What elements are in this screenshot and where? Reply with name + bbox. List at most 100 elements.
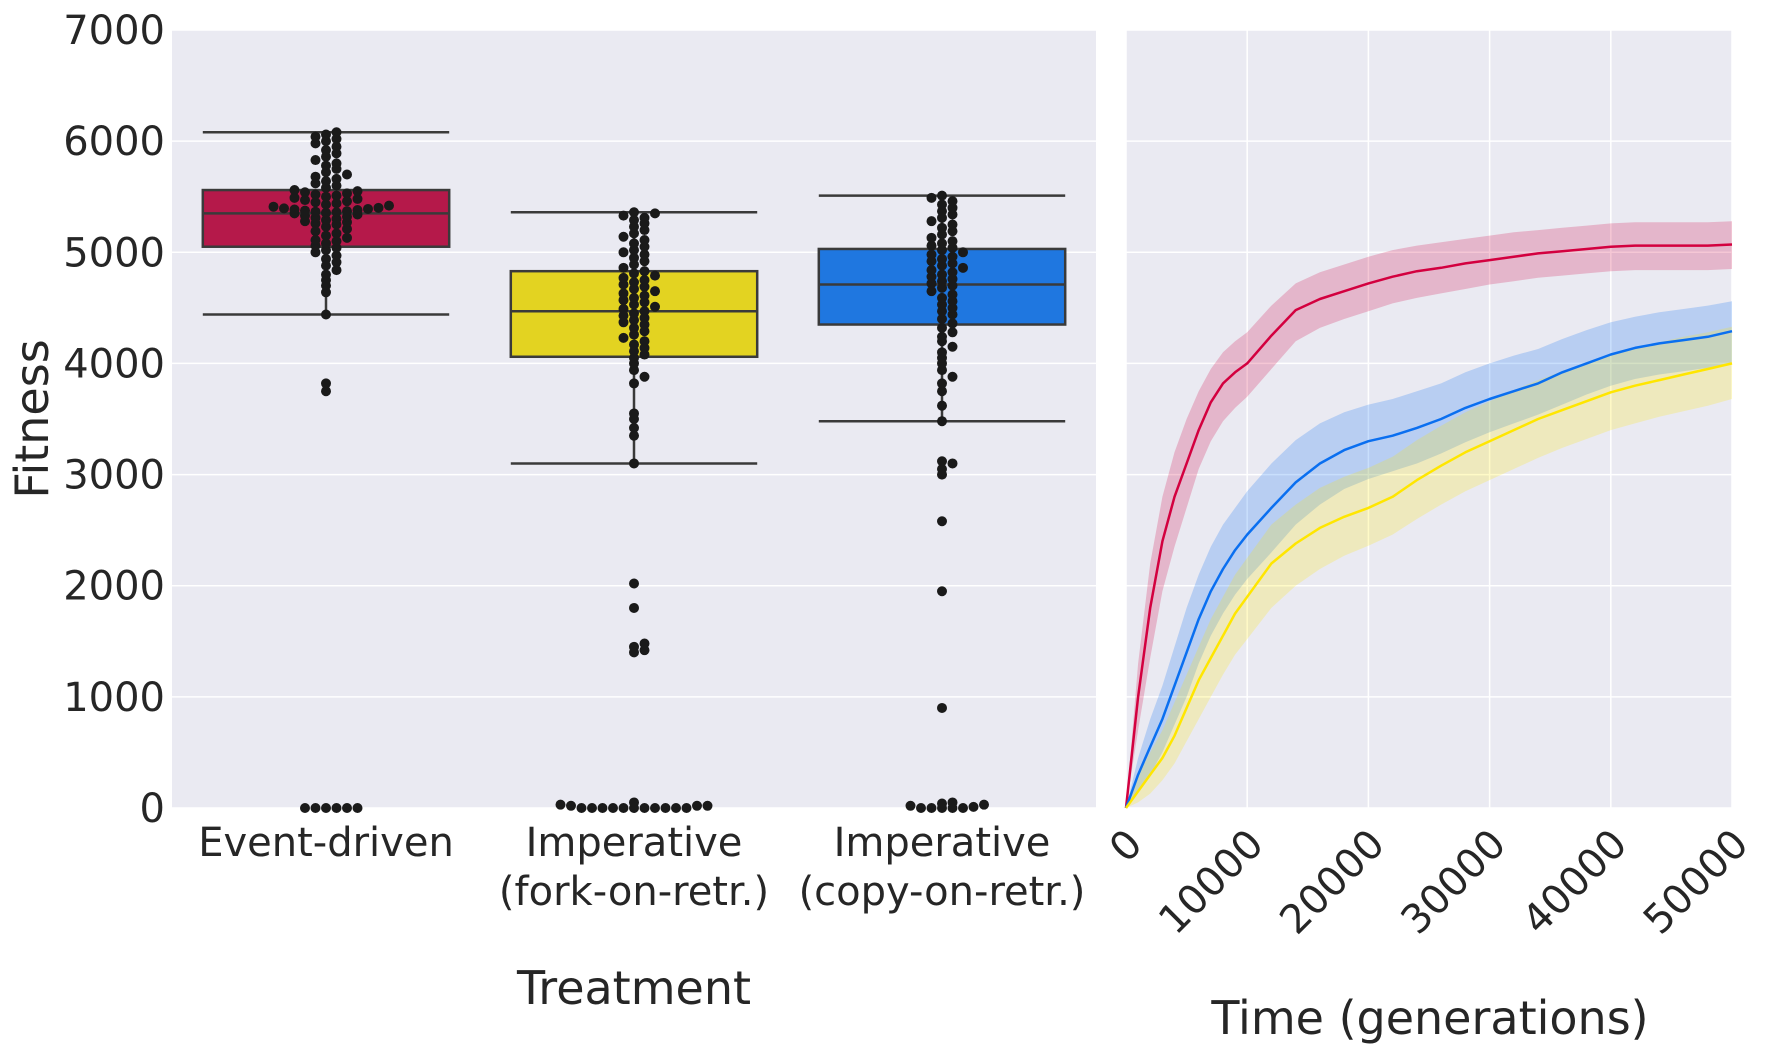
y-tick-label: 7000: [63, 8, 165, 54]
x-tick-label: 0: [1101, 821, 1152, 872]
series-line-1: [1124, 329, 1733, 809]
swarm-point: [937, 322, 947, 333]
x-tick-label: 50000: [1635, 821, 1758, 944]
swarm-point: [926, 192, 937, 203]
swarm-point: [310, 206, 321, 217]
swarm-point: [639, 235, 650, 246]
swarm-point: [681, 803, 692, 813]
swarm-point: [937, 702, 947, 713]
x-tick-label: 20000: [1271, 821, 1394, 944]
swarm-point: [310, 155, 321, 166]
swarm-point: [979, 799, 989, 810]
swarm-point: [916, 803, 926, 813]
swarm-point: [331, 158, 342, 169]
swarm-point: [947, 341, 958, 352]
swarm-point: [937, 190, 947, 201]
swarm-point: [660, 803, 671, 813]
swarm-point: [321, 253, 331, 264]
swarm-point: [937, 331, 947, 342]
swarm-point: [926, 240, 937, 251]
swarm-point: [937, 347, 947, 358]
swarm-point: [321, 191, 331, 202]
swarm-point: [618, 332, 629, 343]
swarm-point: [331, 127, 342, 138]
swarm-point: [321, 238, 331, 249]
swarm-point: [342, 803, 352, 813]
series-line-2: [1124, 362, 1733, 809]
swarm-point: [650, 286, 660, 297]
swarm-point: [629, 207, 639, 218]
swarm-point: [342, 196, 352, 207]
category-label-line1: Event-driven: [198, 820, 454, 866]
swarm-point: [639, 371, 650, 382]
swarm-point: [331, 198, 342, 209]
swarm-point: [342, 206, 352, 217]
swarm-point: [310, 226, 321, 237]
swarm-point: [958, 262, 968, 273]
swarm-point: [373, 202, 384, 213]
swarm-point: [629, 797, 639, 808]
swarm-point: [321, 309, 331, 320]
swarm-point: [310, 171, 321, 182]
swarm-point: [650, 803, 660, 813]
swarm-point: [331, 173, 342, 184]
y-tick-labels: 0 1000 2000 3000 4000 5000 6000 7000: [63, 8, 165, 832]
swarm-point: [321, 176, 331, 187]
y-tick-label: 5000: [63, 230, 165, 276]
swarm-point: [352, 186, 363, 197]
swarm-point: [937, 516, 947, 527]
swarm-point: [937, 378, 947, 389]
line-panel-gridlines: [1125, 29, 1733, 809]
swarm-point: [937, 798, 947, 809]
swarm-point: [331, 207, 342, 218]
swarm-point: [629, 422, 639, 433]
y-tick-label: 1000: [63, 675, 165, 721]
swarm-point: [639, 266, 650, 277]
swarm-point: [321, 230, 331, 241]
swarm-point: [310, 131, 321, 142]
swarm-point: [947, 267, 958, 278]
swarm-point: [618, 303, 629, 314]
swarm-point: [937, 253, 947, 264]
y-tick-label: 6000: [63, 119, 165, 165]
swarm-point: [331, 141, 342, 152]
swarm-point: [566, 800, 576, 811]
swarm-point: [947, 797, 958, 808]
x-axis-label-right: Time (generations): [1210, 991, 1648, 1045]
swarm-point: [629, 641, 639, 652]
category-label-line1: Imperative: [526, 820, 743, 866]
y-axis-label: Fitness: [5, 339, 59, 498]
confidence-bands: [1126, 221, 1732, 808]
swarm-point: [937, 199, 947, 210]
swarm-point: [639, 249, 650, 260]
swarm-point: [608, 803, 618, 813]
swarm-point: [629, 339, 639, 350]
swarm-point: [937, 313, 947, 324]
swarm-point: [300, 205, 310, 216]
swarm-point: [926, 265, 937, 276]
category-label-line2: (fork-on-retr.): [499, 869, 769, 915]
swarm-point: [926, 803, 937, 813]
category-label-line2: (copy-on-retr.): [799, 869, 1086, 915]
swarm-point: [639, 803, 650, 813]
swarm-point: [363, 203, 373, 214]
swarm-point: [629, 252, 639, 263]
y-tick-label: 3000: [63, 453, 165, 499]
swarm-point: [629, 308, 639, 319]
swarm-point: [289, 192, 300, 203]
category-label-line1: Imperative: [834, 820, 1051, 866]
x-tick-label: 40000: [1514, 821, 1637, 944]
swarm-point: [947, 196, 958, 207]
swarm-point: [384, 200, 394, 211]
swarm-point: [310, 235, 321, 246]
swarm-point: [947, 289, 958, 300]
swarm-point: [268, 201, 279, 212]
swarm-point: [937, 292, 947, 303]
line-panel-background: [1126, 30, 1732, 808]
swarm-point: [702, 800, 713, 811]
swarm-point: [958, 803, 968, 813]
swarm-point: [629, 458, 639, 469]
swarm-point: [331, 265, 342, 276]
